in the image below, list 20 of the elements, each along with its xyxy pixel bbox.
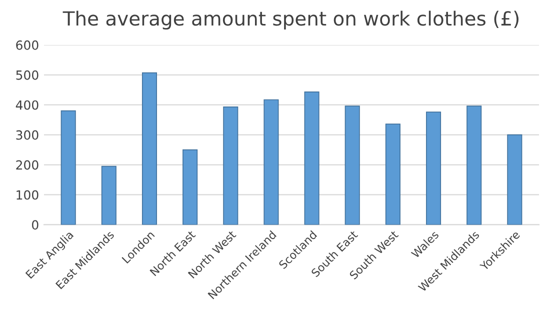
y-tick-label: 600	[16, 40, 38, 50]
bar	[264, 99, 279, 225]
chart-title: The average amount spent on work clothes (£)	[62, 10, 518, 30]
bar	[466, 106, 482, 225]
bar	[304, 92, 320, 225]
bar	[60, 110, 76, 225]
y-tick-label: 400	[16, 100, 38, 110]
y-tick-label: 300	[16, 130, 38, 140]
y-tick-label: 500	[16, 70, 38, 80]
bar	[426, 112, 442, 225]
bar	[344, 106, 360, 225]
y-tick-label: 100	[16, 190, 38, 200]
bar	[223, 106, 238, 225]
y-tick-label: 0	[32, 220, 38, 230]
bar	[182, 149, 198, 225]
y-tick-label: 200	[16, 160, 38, 170]
bar	[142, 72, 158, 225]
bar	[507, 134, 522, 225]
bar	[101, 166, 116, 225]
bar	[385, 124, 400, 225]
